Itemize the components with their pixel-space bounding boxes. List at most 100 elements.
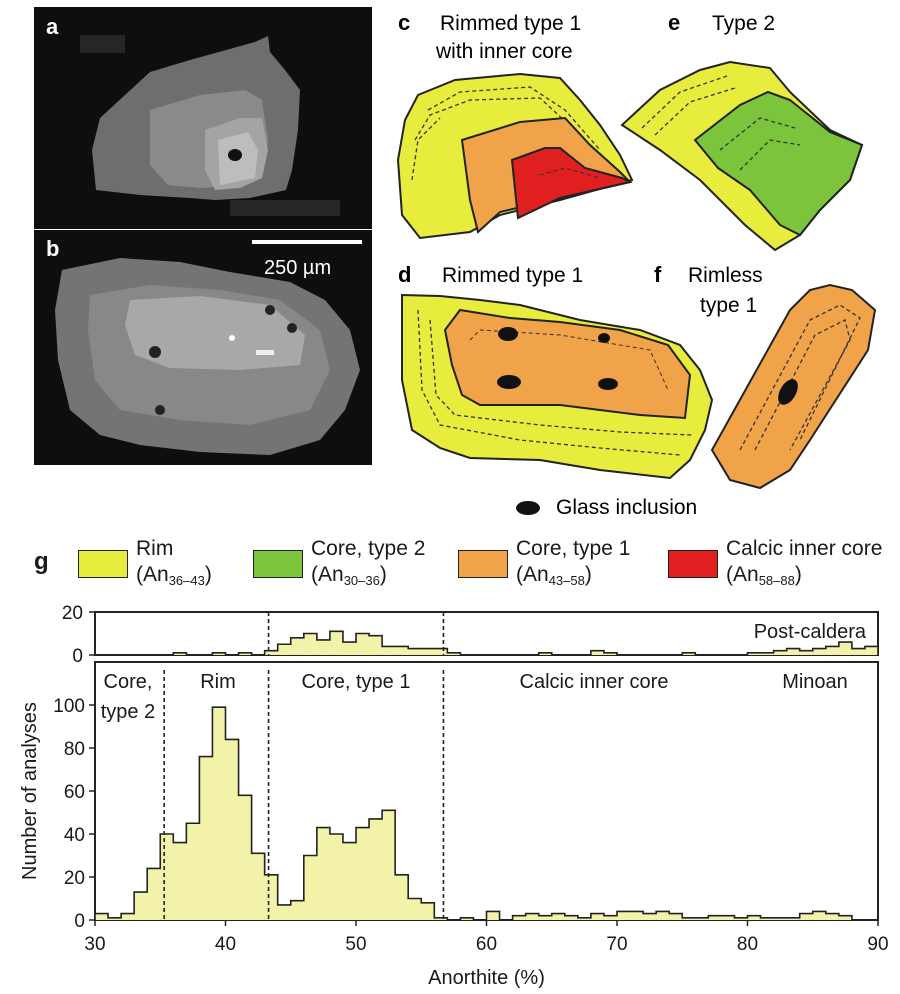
histogram-bar [747, 915, 761, 920]
histogram-bar [238, 652, 252, 655]
histogram-bar [695, 917, 709, 920]
histogram-bar [525, 913, 539, 920]
histogram-bar [682, 917, 696, 920]
histogram-bar [838, 642, 852, 655]
histogram-bar [160, 834, 174, 920]
histogram-bar [316, 827, 330, 920]
legend-range: (An30–36) [311, 563, 387, 588]
legend-swatch [253, 550, 303, 578]
region-label: Calcic inner core [520, 671, 669, 693]
histogram-bar [369, 635, 383, 655]
panel-f-title-2: type 1 [700, 294, 757, 317]
panel-a-letter: a [46, 14, 59, 39]
histogram-bar [290, 637, 304, 655]
histogram-bar [760, 652, 774, 655]
post-caldera-outline [95, 630, 879, 656]
post-caldera-label: Post-caldera [754, 621, 867, 643]
histogram-bar [773, 650, 787, 655]
y-tick-label: 60 [64, 782, 85, 803]
panel-d-core [443, 308, 692, 420]
region-label: Minoan [782, 671, 848, 693]
panel-e-title: Type 2 [712, 12, 775, 35]
histogram-bar [95, 913, 109, 920]
histogram-bar [277, 904, 291, 920]
histogram-bar [199, 756, 213, 920]
histogram-bar [316, 639, 330, 655]
legend-swatch [458, 550, 508, 578]
glass-inclusion-label: Glass inclusion [556, 496, 697, 519]
histogram-bar [251, 853, 265, 920]
y-tick-label: 20 [64, 868, 85, 889]
panel-c-title-2: with inner core [435, 40, 573, 63]
histogram-bar [108, 917, 122, 920]
legend-swatch [78, 550, 128, 578]
histogram-bar [382, 646, 396, 655]
glass-inclusion-swatch [516, 501, 540, 515]
histogram-bar [643, 913, 657, 920]
histogram-bar [134, 892, 148, 920]
y-tick-label: 100 [53, 696, 85, 717]
histogram-bar [395, 874, 409, 920]
legend-range: (An43–58) [516, 563, 592, 588]
histogram-bar [173, 842, 187, 920]
histogram-bar [538, 915, 552, 920]
histogram-bar [682, 652, 696, 655]
region-label: Rim [200, 671, 236, 693]
histogram-bar [303, 633, 317, 655]
legend-swatch [668, 550, 718, 578]
histogram-bar [356, 827, 370, 920]
histogram-bar [656, 911, 670, 920]
histogram-bar [395, 646, 409, 655]
histogram-bar [864, 646, 878, 655]
histogram-bar [264, 874, 278, 920]
histogram-bar [277, 644, 291, 655]
histogram-bar [538, 652, 552, 655]
histogram-bar [186, 823, 200, 920]
micrograph-figure: a b 250 µm c Rimmed type 1 with inner co… [34, 7, 877, 519]
legend-range: (An58–88) [726, 563, 802, 588]
histogram-bar [238, 795, 252, 920]
histogram-bar [290, 900, 304, 920]
histogram-bar [121, 913, 135, 920]
histogram-bar [434, 648, 448, 655]
histogram-bar [747, 652, 761, 655]
histogram-bar [812, 911, 826, 920]
histogram-bar [382, 810, 396, 920]
histogram-bar [786, 648, 800, 655]
x-tick-label: 40 [215, 934, 236, 955]
legend-label: Core, type 2 [311, 537, 426, 560]
histogram-bar [669, 913, 683, 920]
panel-g-letter: g [34, 548, 49, 575]
x-tick-label: 30 [84, 934, 105, 955]
panel-d-letter: d [398, 262, 411, 287]
x-tick-label: 80 [737, 934, 758, 955]
y-tick-label: 0 [74, 911, 85, 932]
histogram-bar [329, 834, 343, 920]
histogram-bar [734, 917, 748, 920]
histogram-bar [577, 917, 591, 920]
histogram-bar [147, 868, 161, 920]
histogram-bar [408, 898, 422, 920]
histogram-bar [617, 911, 631, 920]
histogram-bar [434, 917, 448, 920]
histogram-chart: 20 0 Post-caldera 0 20 40 60 80 100 30 40 50 60 70 80 9… [19, 603, 889, 989]
histogram-bar [838, 915, 852, 920]
histogram-bar [421, 902, 435, 920]
x-tick-label: 70 [606, 934, 627, 955]
panel-f-title-1: Rimless [688, 264, 763, 287]
panel-e-letter: e [668, 10, 680, 35]
minoan-outline [94, 706, 878, 921]
region-label: Core, [104, 671, 153, 693]
histogram-bar [212, 707, 226, 920]
histogram-bar [369, 818, 383, 920]
y-axis-label: Number of analyses [19, 702, 41, 880]
histogram-bar [486, 911, 500, 920]
histogram-bar [447, 652, 461, 655]
histogram-bar [825, 913, 839, 920]
legend-label: Calcic inner core [726, 537, 883, 560]
panel-b-letter: b [46, 236, 59, 261]
histogram-bar [356, 633, 370, 655]
legend: Rim (An36–43) Core, type 2 (An30–36) Core, t… [78, 537, 898, 600]
legend-label: Rim [136, 537, 174, 560]
histogram-bar [590, 650, 604, 655]
